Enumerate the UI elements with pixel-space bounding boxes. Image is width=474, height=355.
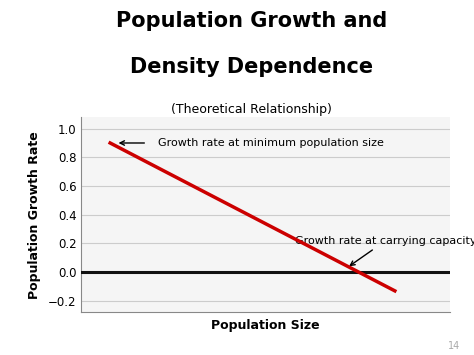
- Text: (Theoretical Relationship): (Theoretical Relationship): [171, 103, 332, 116]
- Text: Density Dependence: Density Dependence: [130, 57, 373, 77]
- Text: 14: 14: [447, 342, 460, 351]
- Text: Growth rate at carrying capacity: Growth rate at carrying capacity: [295, 236, 474, 266]
- Y-axis label: Population Growth Rate: Population Growth Rate: [28, 131, 41, 299]
- X-axis label: Population Size: Population Size: [211, 320, 320, 332]
- Text: Growth rate at minimum population size: Growth rate at minimum population size: [158, 138, 384, 148]
- Text: Population Growth and: Population Growth and: [116, 11, 387, 31]
